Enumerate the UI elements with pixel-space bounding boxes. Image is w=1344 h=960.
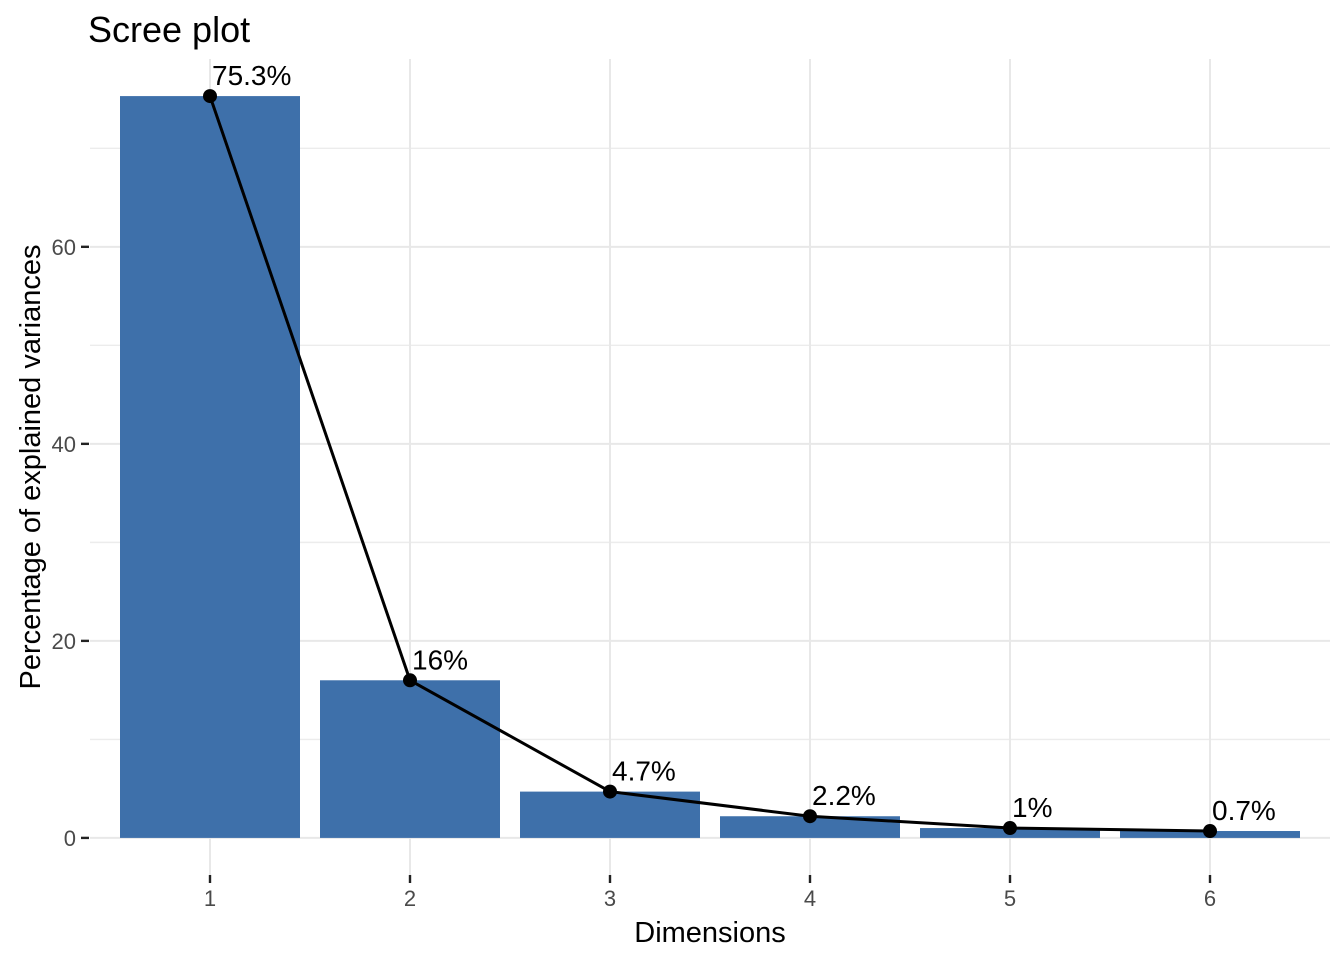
y-tick-label: 20 [52, 629, 76, 654]
variance-point-1 [203, 89, 217, 104]
x-tick-label: 5 [1004, 886, 1016, 911]
variance-point-2 [403, 673, 417, 688]
point-label-3: 4.7% [612, 756, 676, 787]
x-tick-label: 3 [604, 886, 616, 911]
y-tick-label: 60 [52, 235, 76, 260]
variance-point-5 [1003, 821, 1017, 836]
variance-line [208, 94, 1212, 833]
chart-title: Scree plot [88, 9, 250, 50]
points-layer [203, 89, 1217, 839]
y-tick-label: 0 [64, 826, 76, 851]
point-label-2: 16% [412, 644, 468, 675]
point-label-6: 0.7% [1212, 795, 1276, 826]
bars-layer [120, 96, 1300, 838]
x-tick-label: 2 [404, 886, 416, 911]
axis-tick-labels-layer: 0 20 40 60 1 2 3 4 5 6 [52, 235, 1217, 911]
point-labels-layer: 75.3% 16% 4.7% 2.2% 1% 0.7% [212, 60, 1276, 826]
x-tick-label: 1 [204, 886, 216, 911]
line-layer [208, 94, 1212, 833]
point-label-4: 2.2% [812, 780, 876, 811]
bar-dimension-1 [120, 96, 300, 838]
axis-ticks-layer [81, 245, 1212, 883]
variance-point-4 [803, 809, 817, 824]
x-tick-label: 6 [1204, 886, 1216, 911]
point-label-5: 1% [1012, 792, 1052, 823]
variance-point-6 [1203, 824, 1217, 839]
variance-point-3 [603, 784, 617, 799]
bar-dimension-2 [320, 680, 500, 838]
y-tick-label: 40 [52, 432, 76, 457]
x-axis-title: Dimensions [634, 917, 786, 949]
y-axis-title: Percentage of explained variances [15, 245, 47, 690]
x-tick-label: 4 [804, 886, 816, 911]
point-label-1: 75.3% [212, 60, 291, 91]
bar-dimension-4 [720, 816, 900, 838]
